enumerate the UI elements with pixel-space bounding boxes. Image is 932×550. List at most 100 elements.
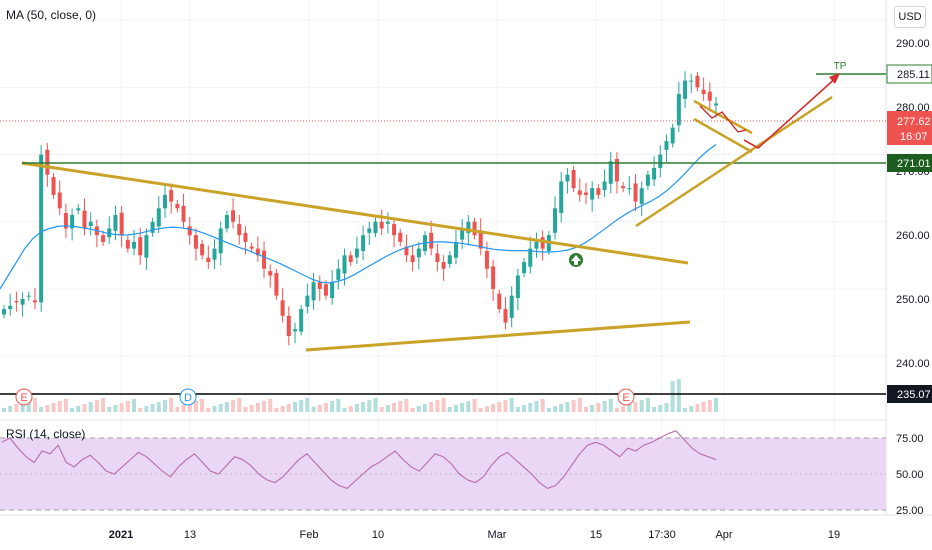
candle-body (323, 284, 328, 296)
current-price-tag (887, 111, 932, 145)
resistance-price-tag-text: 271.01 (897, 158, 931, 170)
volume-bar (583, 407, 588, 412)
resistance-price-tag (887, 154, 932, 172)
volume-bar (119, 403, 124, 412)
volume-bar (639, 400, 644, 412)
candle-body (138, 237, 143, 256)
volume-bar (101, 398, 106, 412)
candle-body (373, 221, 378, 234)
candle-body (466, 221, 471, 234)
volume-bar (45, 405, 50, 412)
volume-bar (571, 400, 576, 412)
price-axis[interactable]: 290.00 280.00 270.00 260.00 250.00 240.0… (886, 38, 932, 517)
volume-bar (156, 402, 161, 412)
candle-body (534, 241, 539, 249)
upper-triangle-trendline (21, 161, 689, 265)
candle-body (82, 210, 87, 229)
time-tick: Feb (300, 529, 319, 541)
candle-body (144, 235, 149, 258)
candle-body (683, 80, 688, 99)
time-tick: Apr (715, 529, 732, 541)
volume-bar (311, 407, 316, 412)
candle-body (113, 215, 118, 231)
support-price-tag (887, 385, 932, 403)
volume-bar (39, 407, 44, 412)
candle-body (8, 305, 13, 310)
volume-bar (689, 406, 694, 412)
rsi-tick: 25.00 (896, 505, 924, 517)
candle-body (212, 248, 217, 260)
candle-body (435, 253, 440, 263)
candle-body (553, 208, 558, 233)
volume-bar (175, 407, 180, 412)
candle-body (280, 300, 285, 316)
breakout-arrow-icon (571, 255, 581, 265)
volume-bar (249, 405, 254, 412)
volume-bar (441, 398, 446, 412)
volume-bar (20, 402, 25, 412)
candle-body (695, 75, 700, 88)
candle-body (63, 213, 68, 229)
volume-bar (107, 407, 112, 412)
candle-body (590, 188, 595, 200)
volume-bar (206, 408, 211, 412)
candle-body (460, 228, 465, 240)
volume-bar (478, 408, 483, 412)
rising-channel-line (635, 95, 833, 228)
dividend-event-label: D (184, 392, 192, 404)
candle-body (249, 246, 254, 249)
currency-button[interactable]: USD (894, 6, 926, 28)
candle-body (330, 282, 335, 299)
candle-body (652, 167, 657, 180)
candle-body (39, 154, 44, 303)
volume-bar (348, 406, 353, 412)
candle-body (515, 275, 520, 299)
volume-bar (268, 399, 273, 412)
volume-bar (138, 408, 143, 412)
volume-bar (317, 405, 322, 412)
rsi-tick: 75.00 (896, 433, 924, 445)
volume-bar (515, 407, 520, 412)
volume-bar (330, 401, 335, 412)
volume-bar (447, 407, 452, 412)
candle-body (169, 190, 174, 202)
candle-body (565, 174, 570, 182)
time-axis[interactable]: 2021 13 Feb 10 Mar 15 17:30 Apr 19 (109, 529, 840, 541)
candle-body (26, 295, 31, 297)
candle-body (243, 232, 248, 242)
earnings-event-marker-2[interactable] (617, 388, 635, 406)
candle-body (237, 224, 242, 236)
volume-bar (14, 404, 19, 412)
candle-body (132, 241, 137, 249)
volume-bar (658, 405, 663, 412)
rsi-tick: 50.00 (896, 469, 924, 481)
earnings-event-label-2: E (622, 392, 629, 404)
candle-body (509, 295, 514, 318)
volume-bar (497, 402, 502, 412)
rsi-legend[interactable]: RSI (14, close) (6, 427, 86, 441)
candle-body (714, 103, 718, 106)
support-price-tag-text: 235.07 (897, 389, 931, 401)
candle-body (670, 127, 675, 144)
volume-bar (243, 407, 248, 412)
candle-body (577, 190, 582, 195)
time-tick: 15 (590, 529, 602, 541)
volume-bar (484, 406, 489, 412)
volume-bar (645, 398, 650, 412)
projection-arrowhead (829, 73, 840, 84)
candle-body (274, 273, 279, 296)
candle-body (583, 192, 588, 195)
volume-bar (472, 399, 477, 412)
volume-bar (8, 406, 13, 412)
volume-bar (169, 398, 174, 412)
dividend-event-marker[interactable] (179, 388, 197, 406)
candle-body (268, 271, 273, 276)
flag-upper-line (693, 99, 753, 135)
volume-bar (187, 403, 192, 412)
volume-bar (701, 402, 706, 412)
earnings-event-marker[interactable] (15, 388, 33, 406)
volume-bar (676, 379, 681, 412)
ma-legend[interactable]: MA (50, close, 0) (6, 8, 97, 22)
volume-bar (602, 401, 607, 412)
candle-body (540, 237, 545, 249)
